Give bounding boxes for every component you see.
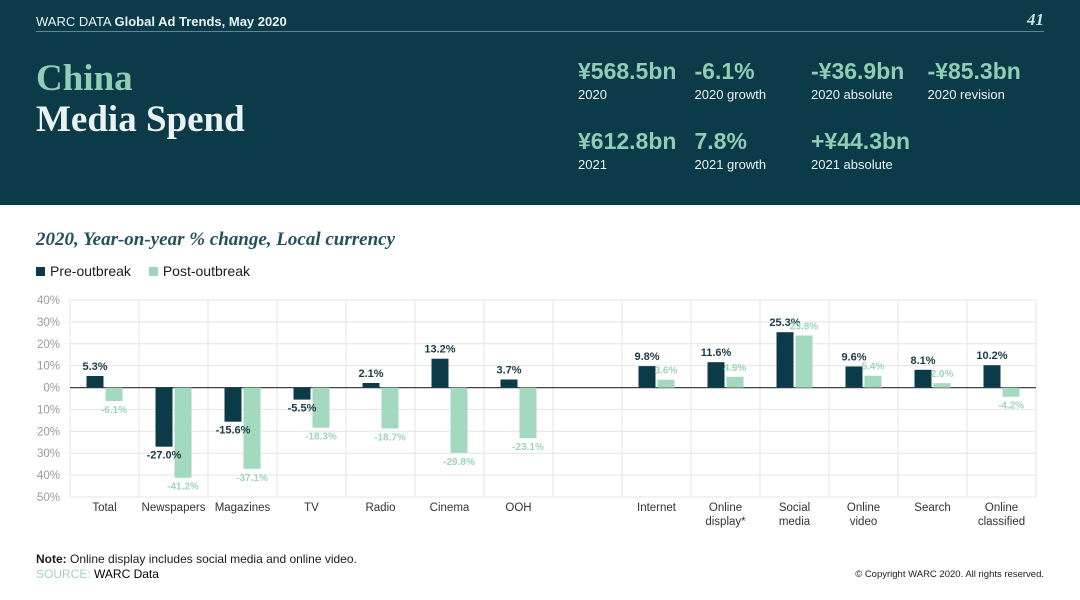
svg-text:display*: display* (705, 516, 746, 528)
svg-text:media: media (779, 516, 811, 528)
svg-text:2.1%: 2.1% (358, 368, 383, 380)
svg-text:9.8%: 9.8% (634, 351, 659, 363)
svg-text:23.8%: 23.8% (790, 322, 818, 333)
svg-text:Newspapers: Newspapers (142, 502, 206, 514)
svg-text:-27.0%: -27.0% (147, 450, 182, 462)
svg-text:2.0%: 2.0% (931, 369, 954, 380)
svg-text:Total: Total (92, 502, 116, 514)
svg-text:-40%: -40% (36, 470, 60, 482)
svg-text:3.6%: 3.6% (655, 366, 678, 377)
svg-text:-15.6%: -15.6% (216, 425, 251, 437)
svg-text:Radio: Radio (365, 502, 395, 514)
svg-text:Internet: Internet (637, 502, 677, 514)
svg-text:0%: 0% (43, 383, 60, 395)
svg-text:-5.5%: -5.5% (288, 403, 317, 415)
svg-text:30%: 30% (37, 317, 60, 329)
svg-text:10%: 10% (37, 361, 60, 373)
svg-text:-20%: -20% (36, 426, 60, 438)
svg-text:-37.1%: -37.1% (236, 473, 268, 484)
svg-text:-50%: -50% (36, 492, 60, 504)
svg-text:40%: 40% (37, 295, 60, 307)
svg-text:5.4%: 5.4% (862, 362, 885, 373)
svg-text:3.7%: 3.7% (496, 365, 521, 377)
svg-text:-4.2%: -4.2% (998, 401, 1024, 412)
svg-text:Cinema: Cinema (430, 502, 470, 514)
svg-text:-41.2%: -41.2% (167, 482, 199, 493)
svg-text:-10%: -10% (36, 404, 60, 416)
svg-text:5.3%: 5.3% (82, 361, 107, 373)
svg-text:video: video (850, 516, 878, 528)
svg-text:OOH: OOH (505, 502, 531, 514)
svg-text:Magazines: Magazines (215, 502, 271, 514)
svg-text:Search: Search (914, 502, 950, 514)
svg-text:20%: 20% (37, 339, 60, 351)
svg-text:8.1%: 8.1% (910, 355, 935, 367)
svg-text:Online: Online (847, 502, 880, 514)
svg-text:-30%: -30% (36, 448, 60, 460)
svg-text:-6.1%: -6.1% (101, 405, 127, 416)
svg-text:Online: Online (709, 502, 742, 514)
svg-text:classified: classified (978, 516, 1025, 528)
svg-text:-29.8%: -29.8% (443, 457, 475, 468)
svg-text:-18.3%: -18.3% (305, 432, 337, 443)
svg-text:10.2%: 10.2% (976, 350, 1007, 362)
svg-text:Online: Online (985, 502, 1018, 514)
svg-text:-18.7%: -18.7% (374, 433, 406, 444)
svg-text:4.9%: 4.9% (724, 363, 747, 374)
svg-text:11.6%: 11.6% (701, 347, 732, 359)
svg-text:TV: TV (304, 502, 319, 514)
svg-text:13.2%: 13.2% (424, 344, 455, 356)
svg-text:-23.1%: -23.1% (512, 442, 544, 453)
svg-text:Social: Social (779, 502, 810, 514)
